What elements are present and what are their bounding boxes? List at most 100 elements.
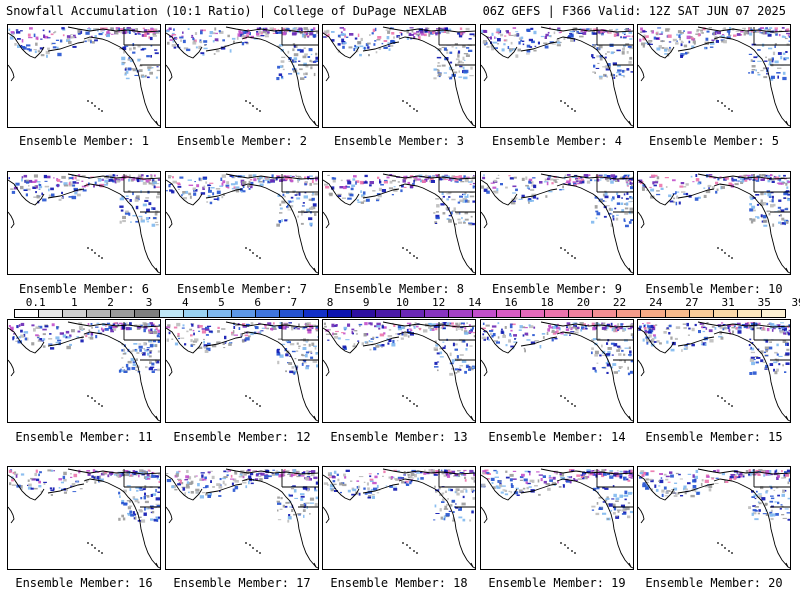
colorbar-swatch xyxy=(280,310,305,317)
ensemble-map-panel xyxy=(7,319,161,423)
hawaii-islands xyxy=(560,247,576,259)
ensemble-map-panel xyxy=(165,24,319,128)
colorbar-tick-label: 18 xyxy=(540,296,554,309)
colorbar-tick-label: 22 xyxy=(612,296,627,309)
colorbar-tick-label: 1 xyxy=(71,296,78,309)
ensemble-member-label: Ensemble Member: 14 xyxy=(488,430,626,444)
snowfall-map-svg xyxy=(8,173,160,274)
hawaii-islands xyxy=(402,247,418,259)
ensemble-member-label: Ensemble Member: 4 xyxy=(491,134,623,148)
ensemble-member-label: Ensemble Member: 13 xyxy=(330,430,468,444)
coastline-outlines xyxy=(323,468,475,569)
snowfall-map-svg xyxy=(166,321,318,422)
ensemble-map-panel xyxy=(165,466,319,570)
coastline-outlines xyxy=(166,468,318,569)
coastline-outlines xyxy=(166,173,318,274)
colorbar-tick-label: 9 xyxy=(362,296,370,309)
coastline-outlines xyxy=(323,321,475,422)
ensemble-map-panel xyxy=(165,171,319,275)
ensemble-map-panel xyxy=(322,171,476,275)
ensemble-member-label: Ensemble Member: 5 xyxy=(648,134,780,148)
colorbar-swatch xyxy=(231,310,256,317)
hawaii-islands xyxy=(717,247,733,259)
hawaii-islands xyxy=(560,100,576,112)
map-title: Snowfall Accumulation (10:1 Ratio) | Col… xyxy=(6,4,447,18)
ensemble-map-panel xyxy=(7,171,161,275)
coastline-outlines xyxy=(8,468,160,569)
coastline-outlines xyxy=(323,173,475,274)
ensemble-map-panel xyxy=(637,24,791,128)
colorbar-swatch xyxy=(183,310,208,317)
colorbar-swatch xyxy=(304,310,329,317)
colorbar-swatch xyxy=(159,310,184,317)
coastline-outlines xyxy=(166,321,318,422)
colorbar-tick-label: 2 xyxy=(107,296,114,309)
hawaii-islands xyxy=(245,395,261,407)
snowfall-map-svg xyxy=(166,468,318,569)
hawaii-islands xyxy=(717,542,733,554)
ensemble-member-label: Ensemble Member: 9 xyxy=(491,282,623,296)
colorbar-swatch xyxy=(569,310,594,317)
ensemble-member-label: Ensemble Member: 2 xyxy=(176,134,308,148)
colorbar-swatch xyxy=(207,310,232,317)
snowfall-shading xyxy=(323,469,475,522)
ensemble-member-label: Ensemble Member: 19 xyxy=(488,576,626,590)
hawaii-islands xyxy=(87,247,103,259)
coastline-outlines xyxy=(481,26,633,127)
snowfall-shading xyxy=(481,469,633,521)
snowfall-shading xyxy=(481,322,633,376)
colorbar-tick-label: 4 xyxy=(181,296,189,309)
colorbar-tick-label: 0.1 xyxy=(25,296,46,309)
snowfall-map-svg xyxy=(638,173,790,274)
ensemble-member-label: Ensemble Member: 11 xyxy=(15,430,153,444)
ensemble-map-panel xyxy=(480,24,634,128)
snowfall-map-svg xyxy=(638,468,790,569)
ensemble-map-panel xyxy=(322,319,476,423)
coastline-outlines xyxy=(481,321,633,422)
colorbar-swatch xyxy=(424,310,449,317)
snowfall-map-svg xyxy=(481,26,633,127)
snowfall-shading xyxy=(8,27,160,80)
snowfall-map-svg xyxy=(166,26,318,127)
snowfall-map-svg xyxy=(323,26,475,127)
colorbar-swatch xyxy=(135,310,160,317)
colorbar-swatch xyxy=(713,310,738,317)
snowfall-map-svg xyxy=(323,468,475,569)
ensemble-map-panel xyxy=(480,466,634,570)
hawaii-islands xyxy=(87,100,103,112)
ensemble-map-panel xyxy=(480,171,634,275)
ensemble-member-label: Ensemble Member: 8 xyxy=(333,282,465,296)
coastline-outlines xyxy=(481,173,633,274)
colorbar-swatch xyxy=(400,310,425,317)
colorbar-tick-label: 24 xyxy=(649,296,663,309)
coastline-outlines xyxy=(8,173,160,274)
coastline-outlines xyxy=(638,468,790,569)
ensemble-member-label: Ensemble Member: 1 xyxy=(18,134,150,148)
colorbar-swatch xyxy=(617,310,642,317)
hawaii-islands xyxy=(717,100,733,112)
colorbar-swatch xyxy=(689,310,714,317)
ensemble-map-panel xyxy=(637,171,791,275)
snowfall-map-svg xyxy=(323,173,475,274)
colorbar-tick-label: 14 xyxy=(468,296,482,309)
snowfall-shading xyxy=(166,27,318,81)
ensemble-member-label: Ensemble Member: 6 xyxy=(18,282,150,296)
ensemble-map-panel xyxy=(637,466,791,570)
ensemble-member-label: Ensemble Member: 12 xyxy=(173,430,311,444)
ensemble-member-label: Ensemble Member: 20 xyxy=(645,576,783,590)
snowfall-map-svg xyxy=(166,173,318,274)
snowfall-map-svg xyxy=(638,321,790,422)
colorbar-tick-label: 8 xyxy=(326,296,334,309)
colorbar-swatch xyxy=(761,310,785,317)
snowfall-shading xyxy=(481,174,633,228)
coastline-outlines xyxy=(638,26,790,127)
hawaii-islands xyxy=(560,395,576,407)
snowfall-map-svg xyxy=(8,468,160,569)
colorbar-swatch xyxy=(87,310,112,317)
hawaii-islands xyxy=(402,395,418,407)
ensemble-member-label: Ensemble Member: 17 xyxy=(173,576,311,590)
colorbar-tick-label: 5 xyxy=(218,296,225,309)
colorbar-tick-label: 27 xyxy=(685,296,699,309)
colorbar-swatch xyxy=(352,310,377,317)
colorbar-tick-label: 7 xyxy=(290,296,298,309)
